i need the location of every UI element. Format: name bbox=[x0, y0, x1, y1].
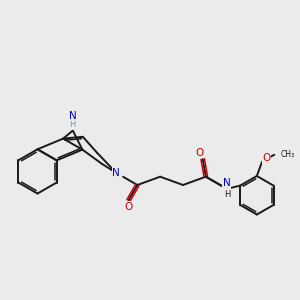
Text: CH₃: CH₃ bbox=[281, 150, 295, 159]
Text: N: N bbox=[112, 168, 120, 178]
Text: O: O bbox=[195, 148, 203, 158]
Text: O: O bbox=[124, 202, 133, 212]
Text: N: N bbox=[223, 178, 231, 188]
Text: H: H bbox=[70, 120, 76, 129]
Text: O: O bbox=[262, 153, 271, 163]
Text: N: N bbox=[69, 110, 77, 121]
Text: H: H bbox=[224, 190, 230, 199]
